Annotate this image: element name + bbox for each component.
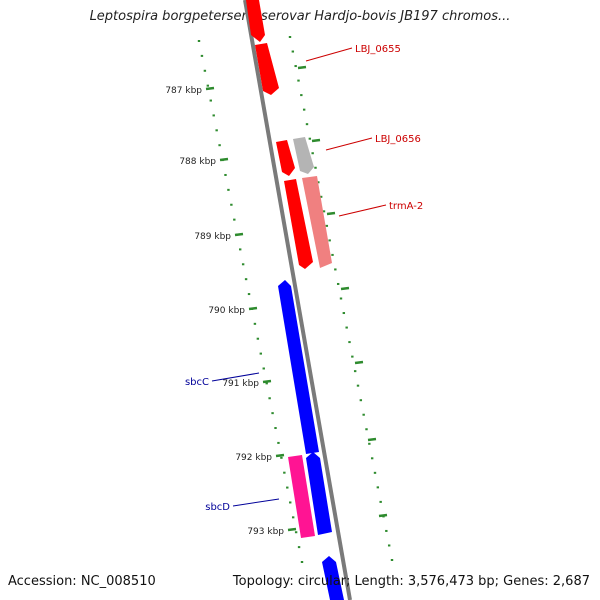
tick-marks: 787 kbp 788 kbp 789 kbp 790 kbp 791 kbp 792 k… [165,65,388,537]
major-tick [275,453,285,458]
gene-feature-red[interactable] [246,0,265,42]
tick-dot-tracks [197,36,394,563]
accession-text: Accession: NC_008510 [8,574,156,589]
tick-label: 787 kbp [165,86,202,96]
gene-feature-sbcd[interactable] [306,452,332,535]
gene-label-lines [211,47,387,507]
gene-label-trma2[interactable]: trmA-2 [389,201,423,212]
major-tick [287,527,297,532]
gene-feature-lbj0655[interactable] [255,43,279,95]
gene-feature-blue-bottom[interactable] [322,556,344,600]
tick-label: 793 kbp [247,527,284,537]
tick-label: 791 kbp [222,379,259,389]
gene-label-lbj0655[interactable]: LBJ_0655 [355,44,401,55]
tick-label: 789 kbp [194,232,231,242]
tick-label: 792 kbp [235,453,272,463]
gene-feature-sbcc[interactable] [278,280,319,454]
major-tick [297,65,307,70]
backbone [243,0,352,600]
tick-label: 788 kbp [179,157,216,167]
major-tick [234,232,244,237]
major-tick [354,360,364,365]
gene-feature-red-long[interactable] [284,179,313,269]
gene-feature-trma2[interactable] [302,176,332,268]
map-title: Leptospira borgpetersenii serovar Hardjo… [89,9,511,24]
gene-labels: LBJ_0655 LBJ_0656 trmA-2 sbcC sbcD [185,44,423,513]
tick-label: 790 kbp [208,306,245,316]
major-tick [248,306,258,311]
gene-label-lbj0656[interactable]: LBJ_0656 [375,134,421,145]
gene-label-sbcc[interactable]: sbcC [185,377,209,388]
major-tick [367,437,377,442]
major-tick [205,86,215,91]
gene-features [246,0,344,600]
major-tick [340,286,350,291]
gene-feature-red-small[interactable] [276,140,295,176]
genome-summary-text: Topology: circular; Length: 3,576,473 bp… [232,574,590,589]
gene-feature-pink[interactable] [288,455,315,538]
gene-label-sbcd[interactable]: sbcD [205,502,230,513]
major-tick [311,138,321,143]
major-tick [326,211,336,216]
major-tick [378,513,388,518]
major-tick [262,379,272,384]
major-tick [219,157,229,162]
gene-feature-lbj0656[interactable] [293,137,314,174]
